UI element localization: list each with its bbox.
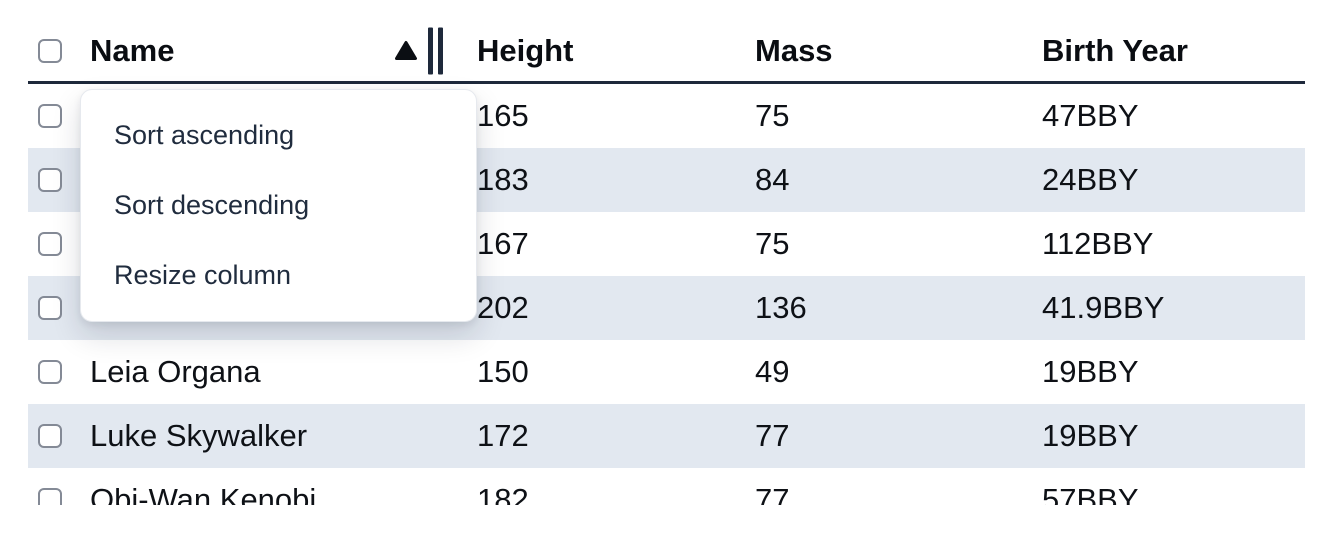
mass-cell: 49 bbox=[755, 354, 790, 389]
height-cell: 182 bbox=[477, 482, 529, 505]
row-checkbox-cell bbox=[28, 232, 90, 256]
column-header-birth-year-label: Birth Year bbox=[1042, 32, 1188, 68]
table-row: Luke Skywalker 172 77 19BBY bbox=[28, 404, 1305, 468]
column-context-menu: Sort ascending Sort descending Resize co… bbox=[80, 89, 477, 322]
table-row: Obi-Wan Kenobi 182 77 57BBY bbox=[28, 468, 1305, 505]
column-header-name-label: Name bbox=[90, 32, 175, 68]
sort-indicator-group bbox=[394, 27, 443, 74]
row-checkbox[interactable] bbox=[38, 360, 62, 384]
table-header-row: Name Height Mass Birth Year bbox=[28, 20, 1305, 84]
row-checkbox-cell bbox=[28, 104, 90, 128]
row-checkbox-cell bbox=[28, 168, 90, 192]
row-checkbox[interactable] bbox=[38, 168, 62, 192]
name-cell: Leia Organa bbox=[90, 354, 261, 389]
name-cell: Obi-Wan Kenobi bbox=[90, 482, 317, 505]
name-cell: Luke Skywalker bbox=[90, 418, 308, 453]
sort-ascending-triangle-icon bbox=[395, 41, 417, 60]
mass-cell: 75 bbox=[755, 226, 790, 261]
row-checkbox[interactable] bbox=[38, 104, 62, 128]
mass-cell: 77 bbox=[755, 482, 790, 505]
mass-cell: 136 bbox=[755, 290, 807, 325]
table-row: Leia Organa 150 49 19BBY bbox=[28, 340, 1305, 404]
birth-year-cell: 19BBY bbox=[1042, 418, 1139, 453]
menu-item-resize-column[interactable]: Resize column bbox=[114, 259, 292, 290]
birth-year-cell: 112BBY bbox=[1042, 226, 1154, 261]
header-checkbox-cell bbox=[28, 38, 90, 63]
height-cell: 202 bbox=[477, 290, 529, 325]
table-viewport: Name Height Mass Birth Year bbox=[28, 20, 1305, 505]
height-cell: 172 bbox=[477, 418, 529, 453]
height-cell: 150 bbox=[477, 354, 529, 389]
column-header-mass[interactable]: Mass bbox=[755, 33, 1042, 69]
column-resize-handle-icon[interactable] bbox=[428, 27, 443, 74]
column-header-height[interactable]: Height bbox=[477, 33, 755, 69]
mass-cell: 84 bbox=[755, 162, 790, 197]
column-header-height-label: Height bbox=[477, 32, 574, 68]
menu-item-sort-descending[interactable]: Sort descending bbox=[114, 190, 310, 220]
row-checkbox-cell bbox=[28, 296, 90, 320]
menu-item-sort-ascending[interactable]: Sort ascending bbox=[114, 120, 295, 151]
column-header-name[interactable]: Name bbox=[90, 20, 477, 81]
table-row: 165 75 47BBY bbox=[28, 84, 1305, 148]
column-header-birth-year[interactable]: Birth Year bbox=[1042, 33, 1305, 69]
row-checkbox[interactable] bbox=[38, 424, 62, 448]
birth-year-cell: 47BBY bbox=[1042, 98, 1139, 133]
row-checkbox[interactable] bbox=[38, 232, 62, 256]
mass-cell: 75 bbox=[755, 98, 790, 133]
select-all-checkbox[interactable] bbox=[38, 38, 62, 63]
row-checkbox-cell bbox=[28, 488, 90, 505]
birth-year-cell: 41.9BBY bbox=[1042, 290, 1165, 325]
birth-year-cell: 57BBY bbox=[1042, 482, 1139, 505]
table-row: 167 75 112BBY bbox=[28, 212, 1305, 276]
column-header-mass-label: Mass bbox=[755, 32, 833, 68]
row-checkbox-cell bbox=[28, 360, 90, 384]
mass-cell: 77 bbox=[755, 418, 790, 453]
birth-year-cell: 19BBY bbox=[1042, 354, 1139, 389]
height-cell: 165 bbox=[477, 98, 529, 133]
row-checkbox[interactable] bbox=[38, 296, 62, 320]
row-checkbox-cell bbox=[28, 424, 90, 448]
height-cell: 183 bbox=[477, 162, 529, 197]
birth-year-cell: 24BBY bbox=[1042, 162, 1139, 197]
height-cell: 167 bbox=[477, 226, 529, 261]
row-checkbox[interactable] bbox=[38, 488, 62, 505]
